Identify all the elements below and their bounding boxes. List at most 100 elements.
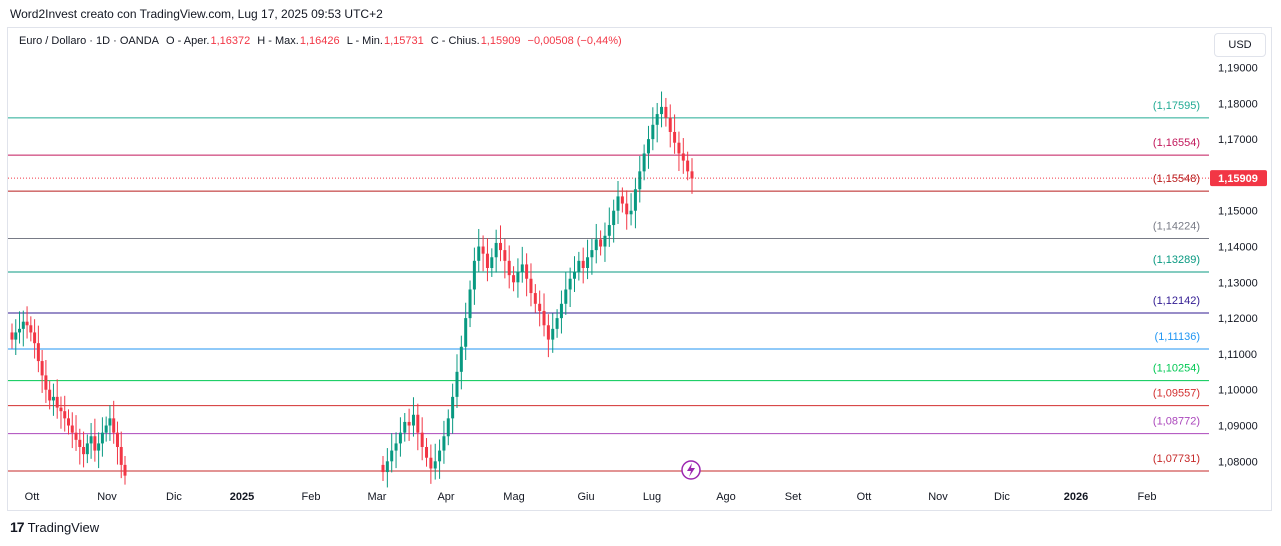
candle (97, 432, 101, 469)
candle (477, 228, 481, 272)
time-tick-label: Ott (857, 491, 872, 503)
tradingview-footer[interactable]: 17 TradingView (10, 519, 99, 535)
candle-body (664, 106, 668, 118)
close-label: C - Chius. (430, 35, 480, 47)
candle-body (381, 464, 385, 473)
time-tick-label: Ott (25, 491, 40, 503)
candle-body (503, 250, 507, 261)
candle (459, 335, 463, 390)
high-label: H - Max. (257, 35, 299, 47)
candle (394, 432, 398, 469)
change-value: −0,00508 (−0,44%) (527, 35, 622, 47)
price-tick-label: 1,10000 (1218, 385, 1258, 397)
candle (660, 91, 664, 128)
candle-body (48, 389, 52, 401)
time-tick-label: Nov (928, 491, 948, 503)
price-tick-label: 1,15000 (1218, 206, 1258, 218)
candle-body (442, 436, 446, 451)
candle-body (668, 117, 672, 132)
candle-body (33, 332, 37, 344)
candle (70, 412, 74, 449)
candle-body (655, 114, 659, 125)
candle-body (603, 235, 607, 247)
candle-body (29, 325, 33, 333)
candle (411, 397, 415, 437)
currency-button[interactable]: USD (1214, 33, 1266, 57)
candle (568, 267, 572, 308)
candle (104, 416, 108, 442)
candle-body (538, 303, 542, 311)
time-tick-label: Set (785, 491, 802, 503)
candle (40, 349, 44, 393)
candle (442, 420, 446, 464)
candle (485, 238, 489, 282)
price-tick-label: 1,12000 (1218, 313, 1258, 325)
candle (664, 97, 668, 127)
candle-body (490, 257, 494, 268)
open-value: 1,16372 (210, 35, 251, 47)
candle-body (520, 264, 524, 272)
price-tick-label: 1,14000 (1218, 242, 1258, 254)
level-label: (1,08772) (1153, 416, 1200, 428)
candle-body (525, 264, 529, 279)
candle-body (100, 432, 104, 444)
candle-body (673, 131, 677, 143)
candle-body (485, 253, 489, 268)
candle (607, 207, 611, 247)
candle (642, 144, 646, 181)
level-label: (1,14224) (1153, 221, 1200, 233)
candle-body (542, 310, 546, 326)
candle-body (651, 124, 655, 140)
candle-body (67, 418, 70, 426)
candle (620, 187, 624, 213)
candle (446, 409, 450, 446)
candle (673, 114, 677, 154)
candle-body (581, 260, 585, 268)
candle-body (85, 443, 89, 455)
candle-body (555, 318, 559, 329)
candle-body (551, 328, 555, 340)
low-value: 1,15731 (383, 35, 424, 47)
candle-body (403, 421, 407, 433)
low-label: L - Min. (346, 35, 383, 47)
candle-body (14, 332, 18, 340)
candle-body (78, 439, 82, 447)
candle (525, 253, 529, 297)
chart-attribution: Word2Invest creato con TradingView.com, … (10, 7, 383, 21)
candle (425, 438, 429, 467)
candle-body (455, 371, 459, 397)
candle-body (472, 260, 476, 290)
candle-body (36, 343, 40, 362)
candle (59, 396, 63, 429)
candle (681, 138, 685, 174)
candle-body (686, 160, 690, 172)
time-tick-label: Mar (368, 491, 387, 503)
time-tick-label: Dic (994, 491, 1010, 503)
tradingview-brand: TradingView (27, 519, 100, 535)
candle-body (438, 450, 442, 462)
candle (93, 418, 97, 462)
candle (89, 423, 93, 459)
candle (429, 444, 433, 484)
candle (646, 125, 650, 169)
candle (36, 325, 40, 373)
candles (10, 91, 701, 488)
candle (420, 417, 424, 461)
candle (416, 403, 420, 451)
price-tick-label: 1,08000 (1218, 456, 1258, 468)
last-price-tag: 1,15909 (1210, 170, 1267, 187)
candle-body (82, 446, 86, 455)
time-tick-label: Feb (1138, 491, 1157, 503)
candle (499, 225, 503, 262)
candle (581, 247, 585, 284)
candle (529, 263, 533, 307)
close-value: 1,15909 (480, 35, 521, 47)
level-label: (1,09557) (1153, 388, 1200, 400)
symbol-title[interactable]: Euro / Dollaro · 1D · OANDA (19, 35, 159, 47)
candle (381, 455, 385, 481)
candle-body (529, 278, 533, 294)
candle (516, 258, 520, 298)
time-tick-label: 2026 (1064, 491, 1088, 503)
price-tick-label: 1,19000 (1218, 63, 1258, 75)
